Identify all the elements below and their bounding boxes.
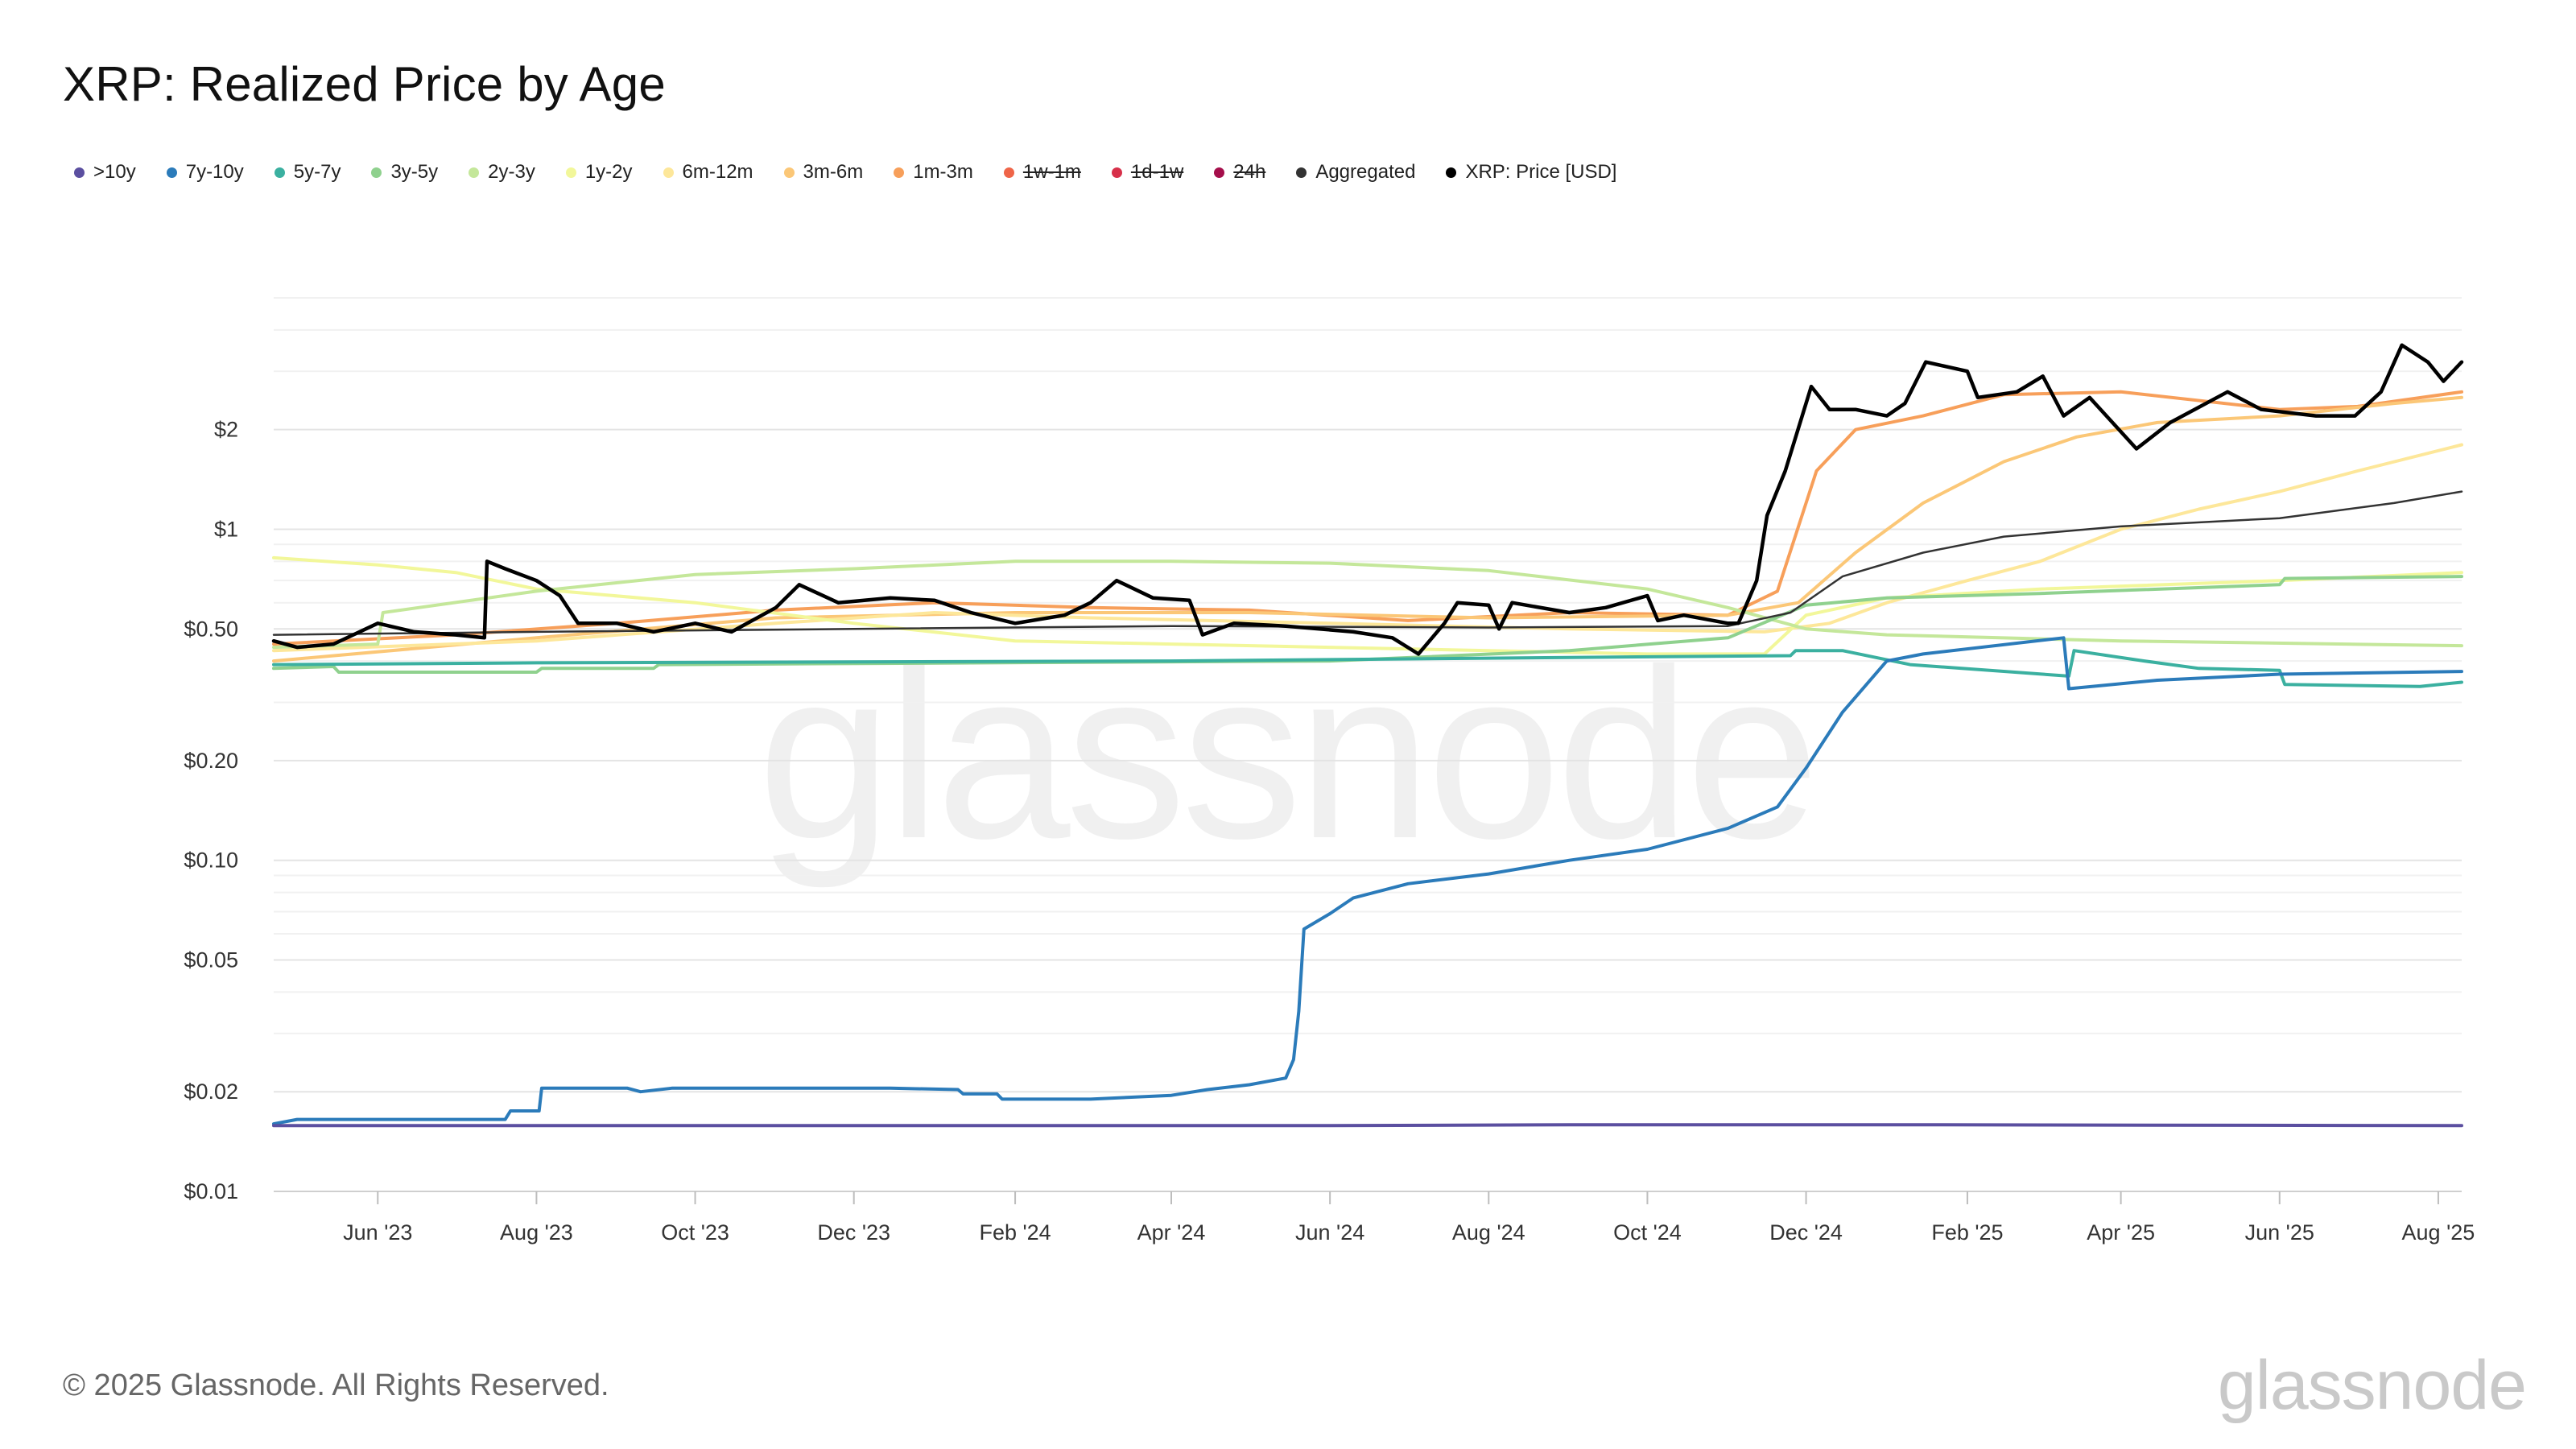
legend-label: 3y-5y <box>390 161 439 183</box>
legend-label: 1y-2y <box>584 161 633 183</box>
legend-label: 2y-3y <box>488 161 535 183</box>
x-tick-label: Oct '23 <box>661 1220 729 1245</box>
x-tick-label: Aug '23 <box>500 1220 573 1245</box>
series-lines <box>271 343 2464 1128</box>
chart-title: XRP: Realized Price by Age <box>63 57 666 111</box>
series-line <box>272 636 2463 1126</box>
legend-dot-icon <box>1296 167 1307 178</box>
x-axis: Jun '23 Aug '23 Oct '23 Dec '23 Feb '24 Apr '… <box>274 1191 2475 1245</box>
legend-label: 3m-6m <box>803 161 864 183</box>
legend-dot-icon <box>74 167 85 178</box>
legend-dot-icon <box>663 167 674 178</box>
legend-dot-icon <box>166 167 177 178</box>
legend-label: 24h <box>1233 161 1266 183</box>
legend-dot-icon <box>371 167 382 178</box>
legend-dot-icon <box>274 167 285 178</box>
legend-item[interactable]: 1y-2y <box>565 161 633 184</box>
y-tick-label: $0.50 <box>184 617 238 641</box>
legend-label: >10y <box>93 161 136 183</box>
legend-dot-icon <box>565 167 576 178</box>
legend-label: XRP: Price [USD] <box>1465 161 1617 183</box>
legend-item[interactable]: >10y <box>74 161 136 184</box>
legend-item[interactable]: 2y-3y <box>469 161 535 184</box>
legend: >10y 7y-10y 5y-7y 3y-5y 2y-3y 1y-2y 6m-12m 3m-6… <box>74 161 1647 184</box>
legend-label: 1w-1m <box>1022 161 1081 183</box>
copyright-text: © 2025 Glassnode. All Rights Reserved. <box>63 1368 609 1402</box>
legend-dot-icon <box>1003 167 1014 178</box>
series-line <box>272 649 2463 688</box>
legend-item[interactable]: Aggregated <box>1296 161 1415 184</box>
x-tick-label: Apr '25 <box>2087 1220 2155 1245</box>
series-line <box>271 343 2464 656</box>
x-tick-label: Dec '23 <box>817 1220 890 1245</box>
legend-item[interactable]: 6m-12m <box>663 161 753 184</box>
x-tick-label: Apr '24 <box>1137 1220 1206 1245</box>
legend-dot-icon <box>1214 167 1225 178</box>
series-line <box>272 559 2463 650</box>
legend-item[interactable]: 1w-1m <box>1003 161 1081 184</box>
legend-item[interactable]: XRP: Price [USD] <box>1446 161 1616 184</box>
legend-item[interactable]: 3m-6m <box>783 161 864 184</box>
legend-item[interactable]: 3y-5y <box>371 161 438 184</box>
series-line <box>272 490 2463 636</box>
y-tick-label: $1 <box>214 517 238 541</box>
legend-dot-icon <box>469 167 480 178</box>
x-tick-label: Dec '24 <box>1769 1220 1843 1245</box>
x-tick-label: Aug '24 <box>1452 1220 1525 1245</box>
series-line <box>272 443 2463 653</box>
legend-item[interactable]: 7y-10y <box>166 161 244 184</box>
y-axis: $0.01 $0.02 $0.05 $0.10 $0.20 $0.50 $1 $2 <box>184 418 238 1203</box>
legend-label: 5y-7y <box>293 161 341 183</box>
legend-label: Aggregated <box>1315 161 1416 183</box>
y-tick-label: $0.05 <box>184 948 238 972</box>
legend-item[interactable]: 1m-3m <box>894 161 973 184</box>
legend-dot-icon <box>894 167 905 178</box>
x-tick-label: Jun '24 <box>1295 1220 1364 1245</box>
legend-label: 1m-3m <box>913 161 973 183</box>
y-tick-label: $0.01 <box>184 1179 238 1203</box>
legend-label: 1d-1w <box>1130 161 1184 183</box>
y-tick-label: $0.10 <box>184 848 238 873</box>
x-tick-label: Jun '25 <box>2245 1220 2314 1245</box>
y-tick-label: $2 <box>214 418 238 442</box>
legend-item[interactable]: 1d-1w <box>1111 161 1184 184</box>
x-tick-label: Feb '25 <box>1931 1220 2003 1245</box>
brand-logo: glassnode <box>2217 1347 2527 1424</box>
x-tick-label: Aug '25 <box>2402 1220 2475 1245</box>
x-tick-label: Jun '23 <box>343 1220 412 1245</box>
legend-item[interactable]: 5y-7y <box>274 161 341 184</box>
x-tick-label: Oct '24 <box>1613 1220 1682 1245</box>
legend-label: 7y-10y <box>185 161 244 183</box>
legend-item[interactable]: 24h <box>1214 161 1265 184</box>
legend-dot-icon <box>1446 167 1457 178</box>
y-tick-label: $0.20 <box>184 749 238 773</box>
y-tick-label: $0.02 <box>184 1080 238 1104</box>
x-tick-label: Feb '24 <box>979 1220 1051 1245</box>
legend-dot-icon <box>1111 167 1122 178</box>
legend-label: 6m-12m <box>682 161 753 183</box>
legend-dot-icon <box>783 167 795 178</box>
